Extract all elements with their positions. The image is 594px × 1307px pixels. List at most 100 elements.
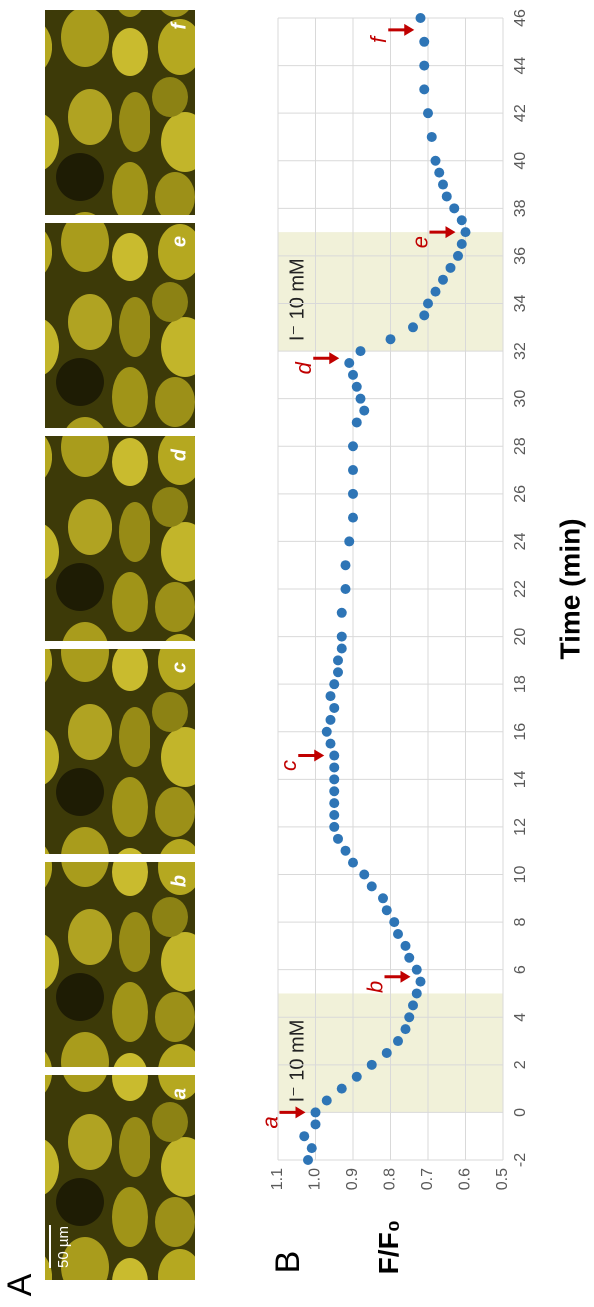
data-point — [340, 584, 351, 594]
arrow-head — [400, 970, 411, 983]
data-point — [430, 155, 441, 166]
x-tick-label: 28 — [512, 437, 529, 455]
image-letter: a — [168, 1088, 190, 1099]
data-point — [329, 786, 340, 797]
data-point — [408, 322, 418, 333]
scale-bar-label: 50 µm — [55, 1226, 72, 1268]
region-label: I⁻ 10 mM — [286, 1020, 308, 1103]
data-point — [348, 465, 358, 476]
data-point — [381, 905, 392, 916]
x-tick-label: 14 — [512, 770, 529, 788]
data-point — [366, 1059, 377, 1070]
data-point — [329, 774, 340, 785]
arrow-head — [295, 1106, 306, 1119]
micrograph — [45, 1075, 195, 1280]
data-point — [456, 215, 467, 226]
image-letter: b — [168, 875, 190, 887]
data-point — [333, 667, 343, 678]
annotation-label: d — [291, 361, 316, 374]
data-point — [329, 750, 340, 761]
x-tick-label: 42 — [512, 104, 529, 122]
data-point — [438, 274, 448, 285]
data-point — [445, 262, 456, 273]
y-tick-label: 0.8 — [382, 1168, 399, 1190]
data-point — [299, 1131, 310, 1142]
data-point — [419, 310, 430, 321]
arrow-head — [404, 23, 415, 36]
data-point — [329, 762, 340, 773]
data-point — [348, 369, 358, 380]
data-point — [303, 1155, 313, 1165]
y-tick-label: 0.7 — [419, 1168, 436, 1190]
panel-label: B — [269, 1251, 307, 1274]
x-tick-label: 8 — [512, 918, 529, 927]
data-point — [408, 1000, 418, 1011]
annotation-label: c — [276, 760, 301, 771]
x-tick-label: 12 — [512, 818, 529, 836]
data-point — [404, 952, 415, 963]
data-point — [385, 334, 396, 345]
data-point — [329, 810, 340, 821]
data-point — [329, 798, 340, 809]
x-tick-label: 44 — [512, 57, 529, 75]
data-point — [329, 821, 340, 832]
data-point — [404, 1012, 415, 1023]
data-point — [441, 191, 452, 202]
data-point — [336, 643, 347, 654]
x-tick-label: 2 — [512, 1060, 529, 1069]
data-point — [336, 631, 347, 642]
annotation-label: a — [257, 1116, 282, 1128]
y-tick-label: 1.0 — [307, 1168, 324, 1190]
data-point — [333, 833, 343, 844]
x-tick-label: 20 — [512, 628, 529, 646]
data-point — [419, 60, 430, 71]
data-point — [430, 286, 441, 297]
x-tick-label: 16 — [512, 723, 529, 741]
data-point — [378, 893, 388, 904]
micrograph — [45, 436, 195, 641]
x-tick-label: 38 — [512, 199, 529, 217]
data-point — [306, 1143, 317, 1154]
image-letter: e — [168, 236, 190, 247]
annotation-label: e — [407, 236, 432, 248]
y-tick-label: 0.9 — [344, 1168, 361, 1190]
x-tick-label: 26 — [512, 485, 529, 503]
x-tick-label: 46 — [512, 9, 529, 27]
x-tick-label: 6 — [512, 965, 529, 974]
x-tick-label: 4 — [512, 1013, 529, 1022]
data-point — [344, 357, 355, 368]
data-point — [366, 881, 377, 892]
data-point — [321, 1095, 332, 1106]
panel-label: A — [1, 1273, 39, 1296]
y-tick-label: 1.1 — [269, 1168, 286, 1190]
data-point — [449, 203, 460, 214]
data-point — [351, 1071, 362, 1082]
data-point — [415, 976, 426, 987]
x-tick-label: 32 — [512, 342, 529, 360]
data-point — [336, 1083, 347, 1094]
micrograph — [45, 649, 195, 854]
annotation-label: f — [366, 34, 391, 43]
data-point — [359, 405, 370, 416]
y-axis-label: F/F₀ — [373, 1220, 404, 1275]
data-point — [400, 940, 411, 951]
data-point — [423, 298, 433, 309]
data-point — [426, 131, 437, 142]
data-point — [400, 1024, 411, 1035]
arrow-head — [445, 226, 456, 239]
data-point — [419, 36, 430, 47]
data-point — [438, 179, 448, 190]
annotation-label: b — [362, 981, 387, 993]
data-point — [329, 679, 340, 690]
data-point — [456, 239, 467, 250]
data-point — [310, 1119, 321, 1130]
arrow-head — [329, 352, 340, 365]
data-point — [423, 108, 433, 119]
data-point — [321, 726, 332, 737]
data-point — [351, 417, 362, 428]
data-point — [333, 655, 343, 666]
data-point — [325, 714, 336, 725]
data-point — [340, 845, 351, 856]
micrograph — [45, 10, 195, 215]
